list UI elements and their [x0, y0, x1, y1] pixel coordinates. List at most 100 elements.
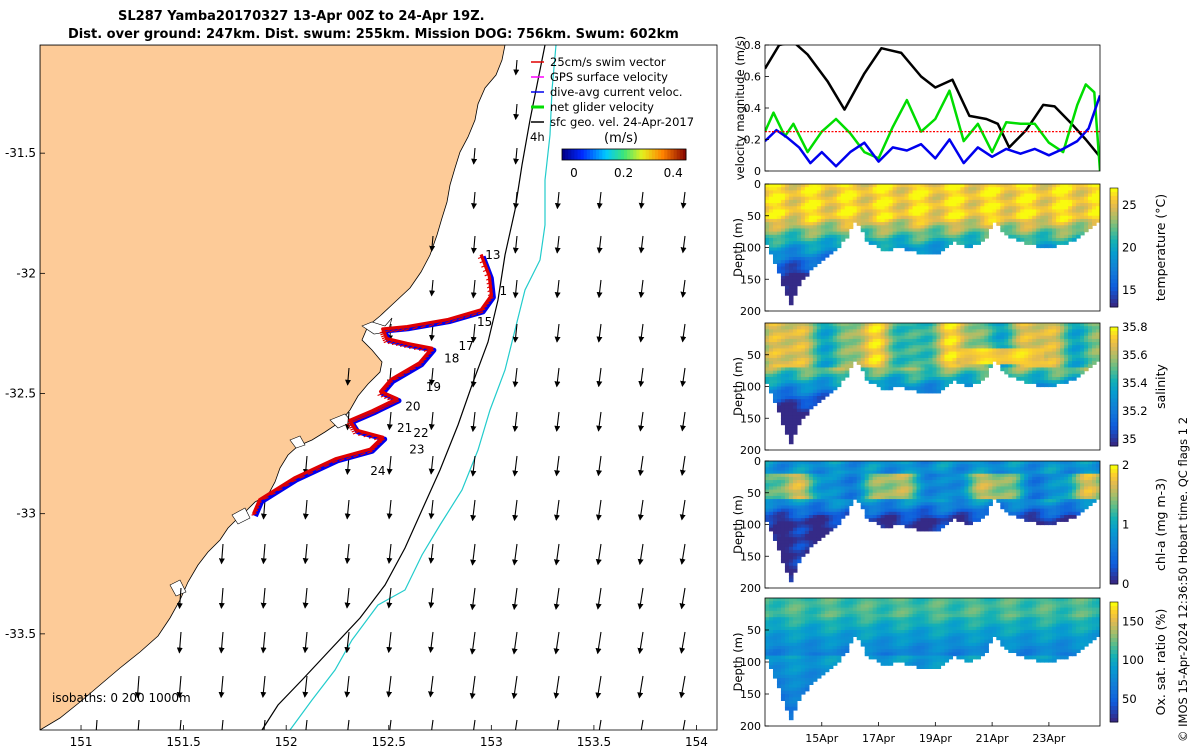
section-cell — [808, 234, 814, 239]
section-colorbar-swatch — [1110, 327, 1118, 332]
section-cell — [908, 464, 914, 468]
section-cell — [765, 231, 770, 236]
section-cell — [956, 483, 962, 487]
section-cell — [800, 263, 806, 268]
section-cell — [1088, 332, 1093, 337]
section-cell — [1056, 342, 1061, 346]
section-cell — [788, 568, 794, 573]
section-cell — [888, 505, 894, 510]
section-cell — [868, 206, 874, 210]
section-cell — [920, 247, 926, 252]
section-cell — [780, 511, 786, 516]
section-cell — [932, 380, 938, 384]
section-cell — [1032, 332, 1037, 337]
section-cell — [880, 187, 886, 191]
section-cell — [800, 231, 806, 236]
section-cell — [908, 241, 914, 245]
section-cell — [808, 534, 814, 538]
section-cell — [1052, 367, 1057, 372]
section-cell — [1056, 376, 1061, 381]
section-cell — [840, 467, 846, 472]
section-cell — [912, 187, 918, 191]
section-cell — [1072, 212, 1077, 217]
section-cell — [936, 196, 942, 201]
section-cell — [1068, 326, 1073, 330]
section-cell — [792, 492, 798, 497]
section-cell — [1036, 373, 1041, 378]
section-cell — [928, 492, 934, 497]
section-cell — [772, 376, 778, 381]
section-cell — [784, 234, 790, 239]
section-cell — [768, 345, 774, 349]
section-cell — [780, 272, 786, 277]
section-cell — [792, 537, 798, 541]
section-cell — [784, 405, 790, 410]
section-cell — [944, 338, 950, 343]
section-cell — [996, 193, 1001, 198]
section-cell — [1004, 215, 1009, 220]
section-cell — [928, 326, 934, 330]
section-cell — [1080, 329, 1085, 334]
section-cell — [952, 342, 958, 346]
section-cell — [836, 364, 842, 369]
section-cell — [1064, 329, 1069, 334]
section-cell — [928, 335, 934, 340]
section-cell — [904, 499, 910, 503]
section-cell — [964, 234, 969, 239]
section-cell — [920, 323, 926, 327]
section-cell — [1064, 376, 1069, 381]
section-cell — [784, 508, 790, 513]
section-cell — [792, 357, 798, 362]
section-cell — [812, 511, 818, 516]
section-cell — [924, 206, 930, 210]
swim-vector — [347, 423, 354, 427]
section-cell — [1076, 329, 1081, 334]
section-cell — [772, 364, 778, 369]
section-cell — [776, 461, 782, 465]
section-cell — [768, 389, 774, 394]
section-cell — [784, 392, 790, 397]
section-cell — [920, 367, 926, 372]
section-cell — [980, 190, 985, 195]
section-cell — [780, 480, 786, 484]
section-cell — [936, 486, 942, 491]
section-cell — [916, 250, 922, 255]
section-cell — [792, 253, 798, 258]
section-cell — [780, 380, 786, 384]
section-cell — [808, 247, 814, 252]
current-vector — [553, 675, 560, 699]
section-cell — [980, 345, 985, 349]
section-cell — [804, 483, 810, 487]
section-cell — [788, 527, 794, 532]
section-cell — [1044, 354, 1049, 359]
section-cell — [1076, 367, 1081, 372]
section-cell — [784, 376, 790, 381]
section-cell — [896, 489, 902, 494]
section-cell — [920, 215, 926, 220]
section-cell — [976, 376, 981, 381]
current-vector — [637, 543, 644, 566]
section-cell — [768, 190, 774, 195]
section-cell — [896, 508, 902, 513]
current-vector — [512, 499, 519, 522]
section-cell — [892, 499, 898, 503]
section-cell — [860, 199, 866, 204]
section-cell — [864, 326, 870, 330]
section-cell — [820, 212, 826, 217]
section-cell — [856, 218, 862, 223]
section-cell — [880, 234, 886, 239]
section-cell — [1008, 361, 1013, 365]
section-cell — [792, 225, 798, 230]
swim-vector — [436, 322, 443, 326]
section-cell — [872, 215, 878, 220]
section-cell — [1004, 187, 1009, 191]
section-cell — [904, 508, 910, 513]
section-cell — [816, 534, 822, 538]
section-cell — [876, 357, 882, 362]
section-cell — [765, 499, 770, 503]
current-vector — [511, 543, 518, 566]
section-cell — [856, 335, 862, 340]
section-cell — [824, 209, 830, 214]
section-cell — [896, 361, 902, 365]
